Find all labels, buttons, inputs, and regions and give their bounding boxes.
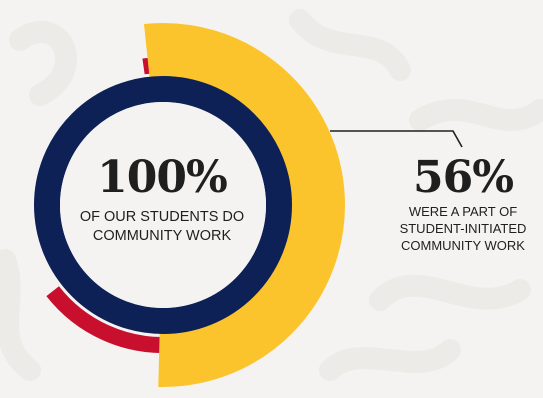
- center-stat-value: 100%: [97, 152, 228, 203]
- background-pattern: [0, 9, 543, 381]
- navy-ring-segment: [34, 76, 292, 334]
- center-stat-caption: OF OUR STUDENTS DO COMMUNITY WORK: [79, 209, 245, 244]
- gold-arc-segment: [144, 23, 345, 387]
- center-disc: [60, 102, 266, 308]
- side-stat-value: 56%: [412, 152, 514, 203]
- callout-connector-line: [330, 130, 463, 148]
- side-stat-caption: WERE A PART OF STUDENT-INITIATED COMMUNI…: [399, 204, 527, 253]
